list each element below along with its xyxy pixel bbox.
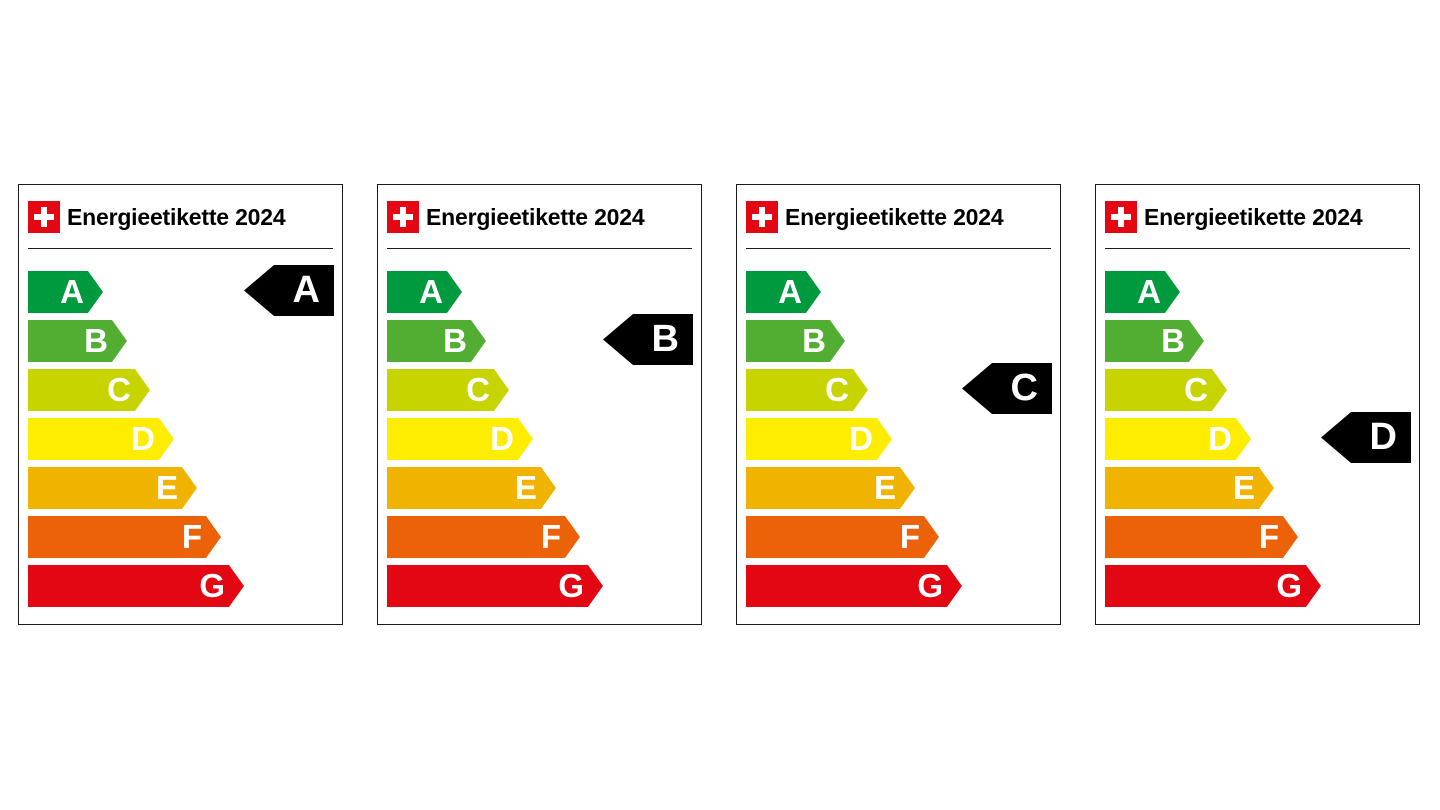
- rating-marker: A: [244, 265, 334, 316]
- class-letter: G: [917, 567, 943, 604]
- rating-marker: D: [1321, 412, 1411, 463]
- label-title: Energieetikette 2024: [426, 203, 645, 230]
- class-bar-c: C: [1105, 369, 1227, 411]
- class-bar-e: E: [1105, 467, 1274, 509]
- class-letter: B: [802, 322, 826, 359]
- class-letter: C: [1184, 371, 1208, 408]
- class-letter: D: [849, 420, 873, 457]
- label-header: Energieetikette 2024: [28, 201, 286, 233]
- energy-label-card: Energieetikette 2024 A B C D E F G B: [377, 184, 702, 625]
- rating-letter: B: [651, 318, 679, 360]
- class-letter: A: [60, 273, 84, 310]
- class-letter: D: [1208, 420, 1232, 457]
- rating-letter: A: [292, 269, 320, 311]
- class-bar-b: B: [387, 320, 486, 362]
- class-letter: E: [1232, 469, 1255, 506]
- swiss-flag-icon: [1105, 201, 1137, 233]
- label-header: Energieetikette 2024: [1105, 201, 1363, 233]
- header-divider: [28, 248, 333, 249]
- class-letter: B: [1161, 322, 1185, 359]
- class-bar-c: C: [746, 369, 868, 411]
- class-letter: C: [825, 371, 849, 408]
- class-bar-b: B: [746, 320, 845, 362]
- class-letter: F: [899, 518, 920, 555]
- class-letter: E: [873, 469, 896, 506]
- energy-label-card: Energieetikette 2024 A B C D E F G A: [18, 184, 343, 625]
- energy-label-card: Energieetikette 2024 A B C D E F G D: [1095, 184, 1420, 625]
- class-letter: E: [514, 469, 537, 506]
- class-bar-g: G: [746, 565, 962, 607]
- class-letter: F: [181, 518, 202, 555]
- class-letter: C: [107, 371, 131, 408]
- swiss-flag-icon: [387, 201, 419, 233]
- rating-letter: D: [1369, 416, 1397, 458]
- rating-marker: B: [603, 314, 693, 365]
- class-bar-f: F: [387, 516, 580, 558]
- class-letter: E: [155, 469, 178, 506]
- label-header: Energieetikette 2024: [746, 201, 1004, 233]
- rating-letter: C: [1010, 367, 1038, 409]
- class-bar-f: F: [28, 516, 221, 558]
- class-bar-c: C: [28, 369, 150, 411]
- class-letter: G: [1276, 567, 1302, 604]
- class-letter: B: [443, 322, 467, 359]
- label-header: Energieetikette 2024: [387, 201, 645, 233]
- swiss-flag-icon: [746, 201, 778, 233]
- class-bar-g: G: [1105, 565, 1321, 607]
- class-bar-b: B: [28, 320, 127, 362]
- class-letter: B: [84, 322, 108, 359]
- class-letter: D: [490, 420, 514, 457]
- label-title: Energieetikette 2024: [1144, 203, 1363, 230]
- energy-label-card: Energieetikette 2024 A B C D E F G C: [736, 184, 1061, 625]
- class-bar-d: D: [387, 418, 533, 460]
- class-bar-c: C: [387, 369, 509, 411]
- class-bar-e: E: [746, 467, 915, 509]
- swiss-flag-icon: [28, 201, 60, 233]
- class-letter: F: [540, 518, 561, 555]
- class-letter: G: [199, 567, 225, 604]
- header-divider: [387, 248, 692, 249]
- class-bar-f: F: [1105, 516, 1298, 558]
- class-bar-e: E: [387, 467, 556, 509]
- class-bar-a: A: [1105, 271, 1180, 313]
- class-bar-d: D: [746, 418, 892, 460]
- header-divider: [746, 248, 1051, 249]
- class-letter: G: [558, 567, 584, 604]
- class-bar-a: A: [746, 271, 821, 313]
- class-bar-d: D: [1105, 418, 1251, 460]
- class-bar-e: E: [28, 467, 197, 509]
- label-title: Energieetikette 2024: [785, 203, 1004, 230]
- class-bar-d: D: [28, 418, 174, 460]
- rating-marker: C: [962, 363, 1052, 414]
- class-bar-g: G: [387, 565, 603, 607]
- class-letter: A: [419, 273, 443, 310]
- class-bar-b: B: [1105, 320, 1204, 362]
- class-letter: F: [1258, 518, 1279, 555]
- class-letter: A: [778, 273, 802, 310]
- class-bar-a: A: [387, 271, 462, 313]
- header-divider: [1105, 248, 1410, 249]
- label-title: Energieetikette 2024: [67, 203, 286, 230]
- class-bar-a: A: [28, 271, 103, 313]
- class-bar-g: G: [28, 565, 244, 607]
- class-letter: A: [1137, 273, 1161, 310]
- class-bar-f: F: [746, 516, 939, 558]
- class-letter: D: [131, 420, 155, 457]
- class-letter: C: [466, 371, 490, 408]
